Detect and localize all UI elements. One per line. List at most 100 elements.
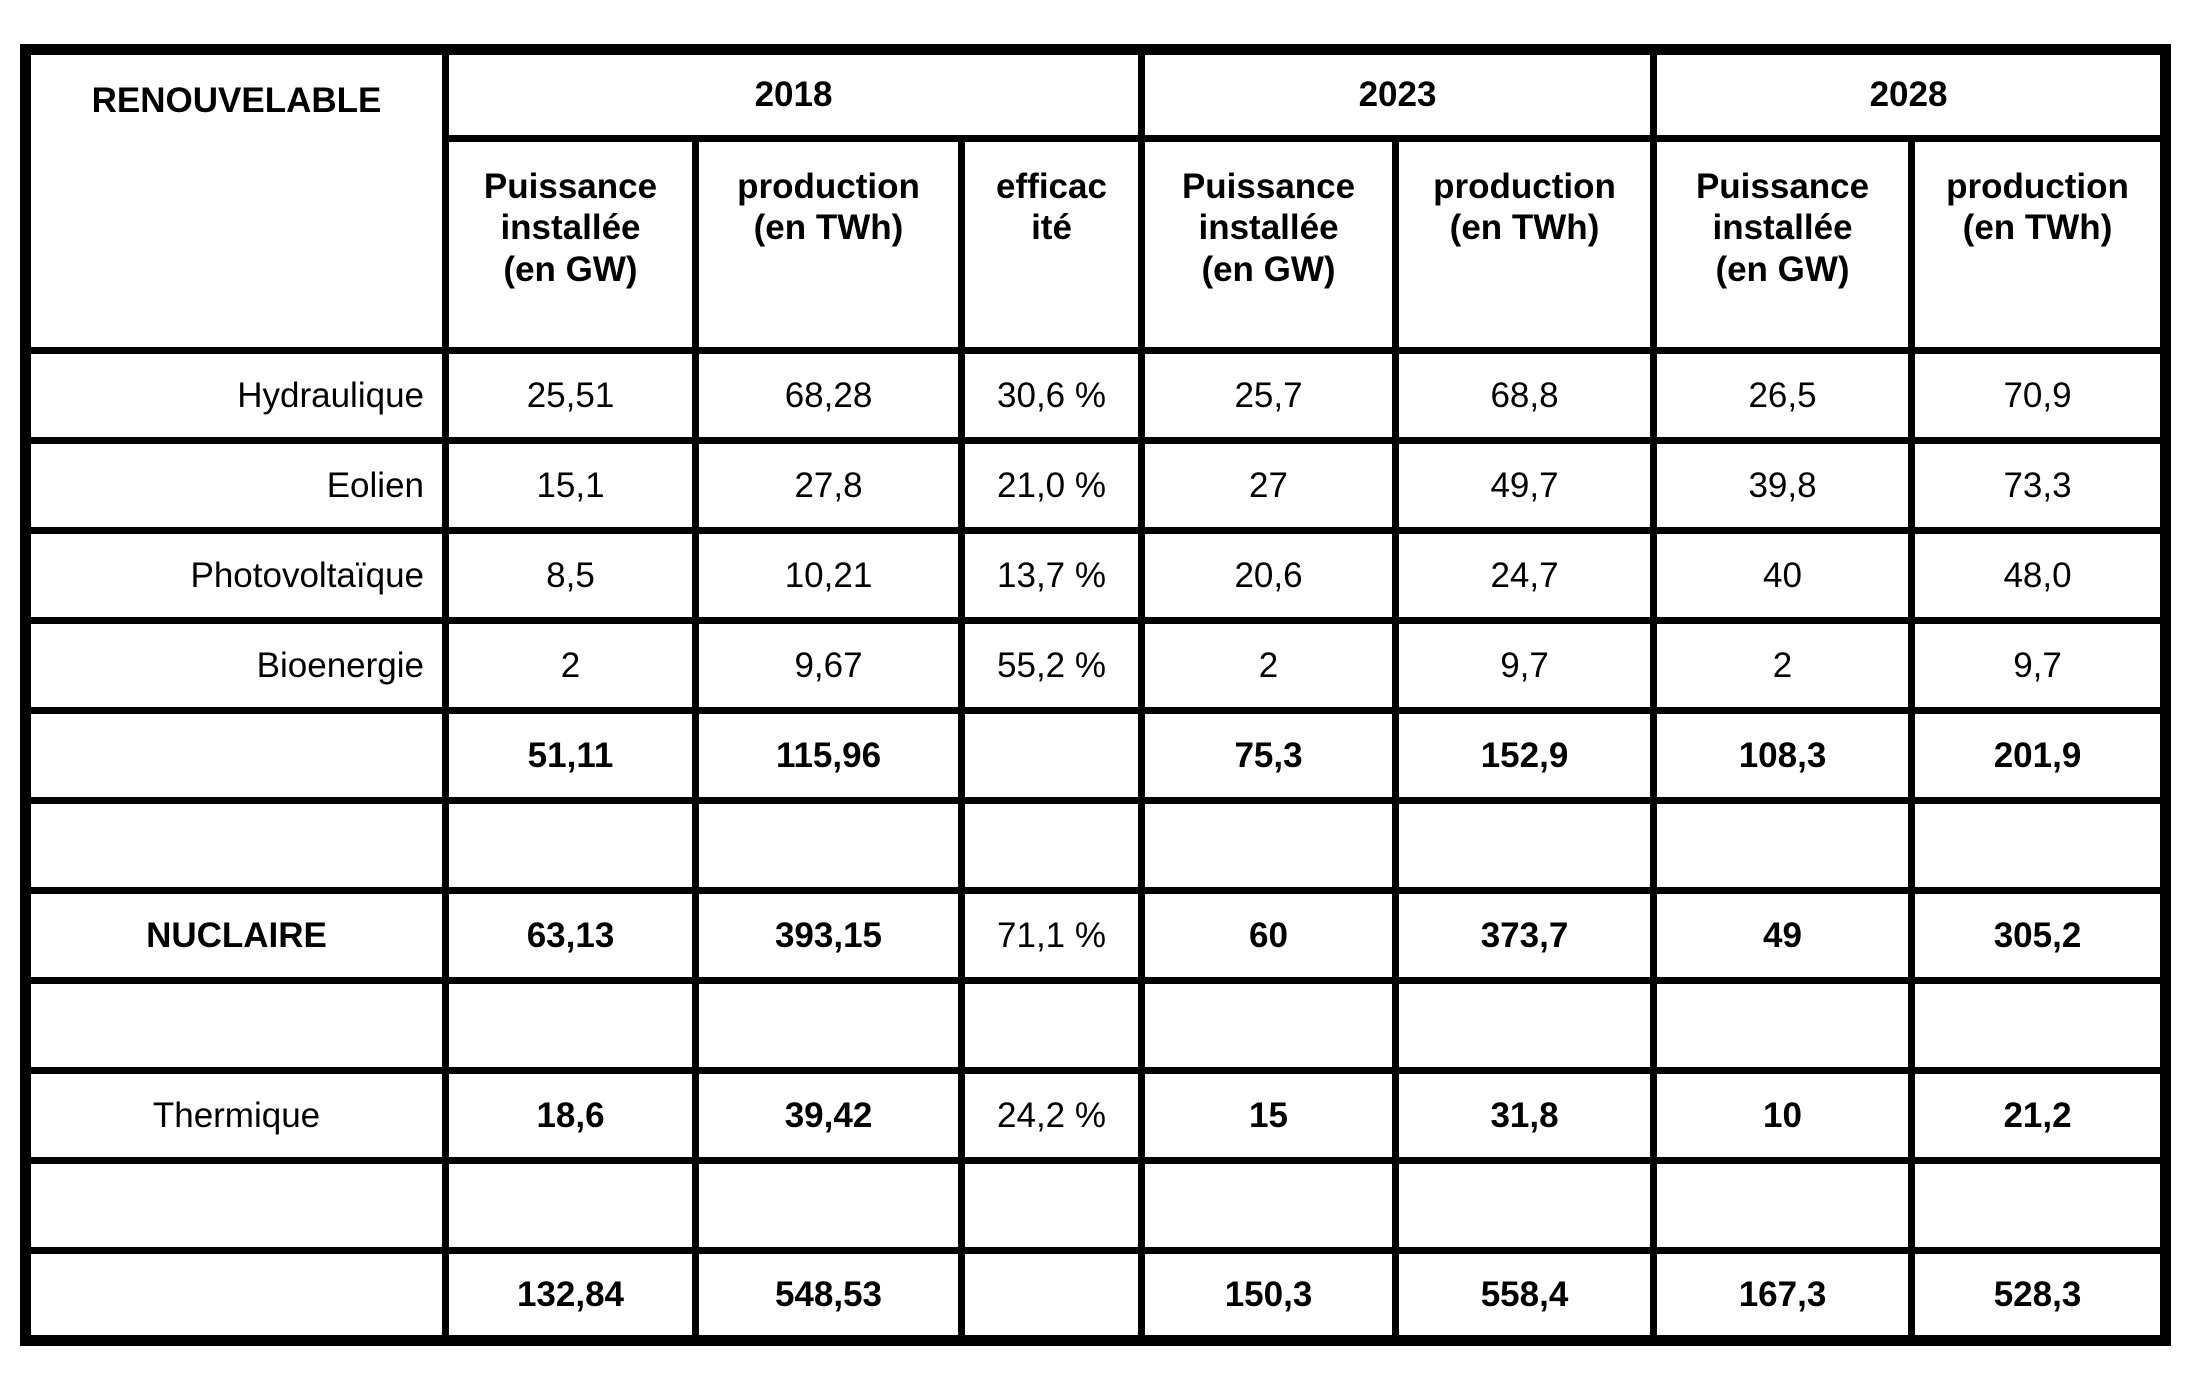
row-spacer-1 [22, 797, 2170, 894]
spacer-cell [442, 797, 699, 894]
spacer-cell [692, 1157, 965, 1254]
cell-photovoltaique-t23: 24,7 [1392, 527, 1658, 624]
cell-bioenergie-p18: 2 [442, 617, 699, 714]
spacer-cell [1650, 797, 1916, 894]
cell-hydraulique-t23: 68,8 [1392, 347, 1658, 444]
cell-eolien-t28: 73,3 [1908, 437, 2170, 534]
header-2018-efficacite: efficac ité [957, 135, 1146, 354]
cell-total-global-t18: 548,53 [692, 1247, 965, 1344]
cell-nuclaire-eff: 71,1 % [957, 887, 1146, 984]
cell-photovoltaique-p28: 40 [1650, 527, 1916, 624]
cell-hydraulique-p28: 26,5 [1650, 347, 1916, 444]
cell-hydraulique-t18: 68,28 [692, 347, 965, 444]
cell-total-renouvelable-t18: 115,96 [692, 707, 965, 804]
cell-total-renouvelable-t23: 152,9 [1392, 707, 1658, 804]
spacer-cell [22, 1157, 449, 1254]
corner-header: RENOUVELABLE [22, 46, 449, 354]
cell-thermique-t18: 39,42 [692, 1067, 965, 1164]
cell-thermique-t23: 31,8 [1392, 1067, 1658, 1164]
cell-total-global-t28: 528,3 [1908, 1247, 2170, 1344]
header-2028-production: production (en TWh) [1908, 135, 2170, 354]
row-hydraulique: Hydraulique 25,51 68,28 30,6 % 25,7 68,8… [22, 347, 2170, 444]
row-bioenergie: Bioenergie 2 9,67 55,2 % 2 9,7 2 9,7 [22, 617, 2170, 714]
spacer-cell [442, 977, 699, 1074]
cell-nuclaire-p18: 63,13 [442, 887, 699, 984]
spacer-cell [442, 1157, 699, 1254]
cell-eolien-t18: 27,8 [692, 437, 965, 534]
header-2023-puissance: Puissance installée (en GW) [1138, 135, 1400, 354]
cell-total-renouvelable-p18: 51,11 [442, 707, 699, 804]
spacer-cell [692, 797, 965, 894]
cell-photovoltaique-eff: 13,7 % [957, 527, 1146, 624]
spacer-cell [1138, 1157, 1400, 1254]
year-header-2023: 2023 [1138, 46, 1658, 142]
row-photovoltaique: Photovoltaïque 8,5 10,21 13,7 % 20,6 24,… [22, 527, 2170, 624]
cell-eolien-p23: 27 [1138, 437, 1400, 534]
energy-forecast-table: RENOUVELABLE 2018 2023 2028 Puissance in… [20, 44, 2172, 1346]
label-bioenergie: Bioenergie [22, 617, 449, 714]
row-spacer-3 [22, 1157, 2170, 1254]
spacer-cell [957, 797, 1146, 894]
cell-bioenergie-t23: 9,7 [1392, 617, 1658, 714]
cell-eolien-t23: 49,7 [1392, 437, 1658, 534]
cell-bioenergie-p23: 2 [1138, 617, 1400, 714]
cell-thermique-p28: 10 [1650, 1067, 1916, 1164]
header-2023-production: production (en TWh) [1392, 135, 1658, 354]
spacer-cell [22, 797, 449, 894]
row-nuclaire: NUCLAIRE 63,13 393,15 71,1 % 60 373,7 49… [22, 887, 2170, 984]
subcolumn-header-row: Puissance installée (en GW) production (… [26, 135, 2170, 354]
label-eolien: Eolien [22, 437, 449, 534]
cell-bioenergie-t28: 9,7 [1908, 617, 2170, 714]
header-2028-puissance: Puissance installée (en GW) [1650, 135, 1916, 354]
cell-nuclaire-t28: 305,2 [1908, 887, 2170, 984]
cell-total-global-p28: 167,3 [1650, 1247, 1916, 1344]
year-header-row: RENOUVELABLE 2018 2023 2028 [22, 46, 2170, 354]
cell-eolien-p28: 39,8 [1650, 437, 1916, 534]
label-thermique: Thermique [22, 1067, 449, 1164]
cell-total-renouvelable-eff [957, 707, 1146, 804]
cell-total-global-eff [957, 1247, 1146, 1344]
label-photovoltaique: Photovoltaïque [22, 527, 449, 624]
spacer-cell [1908, 977, 2170, 1074]
row-thermique: Thermique 18,6 39,42 24,2 % 15 31,8 10 2… [22, 1067, 2170, 1164]
spacer-cell [692, 977, 965, 1074]
cell-bioenergie-t18: 9,67 [692, 617, 965, 714]
spacer-cell [1138, 797, 1400, 894]
row-eolien: Eolien 15,1 27,8 21,0 % 27 49,7 39,8 73,… [22, 437, 2170, 534]
cell-nuclaire-t18: 393,15 [692, 887, 965, 984]
cell-hydraulique-eff: 30,6 % [957, 347, 1146, 444]
cell-nuclaire-p23: 60 [1138, 887, 1400, 984]
cell-total-global-p23: 150,3 [1138, 1247, 1400, 1344]
cell-bioenergie-p28: 2 [1650, 617, 1916, 714]
row-spacer-2 [22, 977, 2170, 1074]
cell-hydraulique-p18: 25,51 [442, 347, 699, 444]
cell-thermique-p23: 15 [1138, 1067, 1400, 1164]
spacer-cell [1392, 1157, 1658, 1254]
cell-total-renouvelable-p28: 108,3 [1650, 707, 1916, 804]
cell-nuclaire-p28: 49 [1650, 887, 1916, 984]
cell-eolien-p18: 15,1 [442, 437, 699, 534]
spacer-cell [1650, 977, 1916, 1074]
cell-hydraulique-p23: 25,7 [1138, 347, 1400, 444]
spacer-cell [1908, 1157, 2170, 1254]
spacer-cell [1650, 1157, 1916, 1254]
spacer-cell [1908, 797, 2170, 894]
label-hydraulique: Hydraulique [22, 347, 449, 444]
cell-photovoltaique-t18: 10,21 [692, 527, 965, 624]
label-total-global [22, 1247, 449, 1344]
cell-total-renouvelable-p23: 75,3 [1138, 707, 1400, 804]
cell-thermique-p18: 18,6 [442, 1067, 699, 1164]
spacer-cell [957, 977, 1146, 1074]
cell-thermique-eff: 24,2 % [957, 1067, 1146, 1164]
cell-total-renouvelable-t28: 201,9 [1908, 707, 2170, 804]
year-header-2018: 2018 [441, 46, 1146, 142]
cell-photovoltaique-p23: 20,6 [1138, 527, 1400, 624]
header-2018-production: production (en TWh) [692, 135, 965, 354]
cell-photovoltaique-p18: 8,5 [442, 527, 699, 624]
spacer-cell [957, 1157, 1146, 1254]
year-header-2028: 2028 [1650, 46, 2170, 142]
spacer-cell [1392, 797, 1658, 894]
cell-total-global-t23: 558,4 [1392, 1247, 1658, 1344]
cell-hydraulique-t28: 70,9 [1908, 347, 2170, 444]
cell-total-global-p18: 132,84 [442, 1247, 699, 1344]
